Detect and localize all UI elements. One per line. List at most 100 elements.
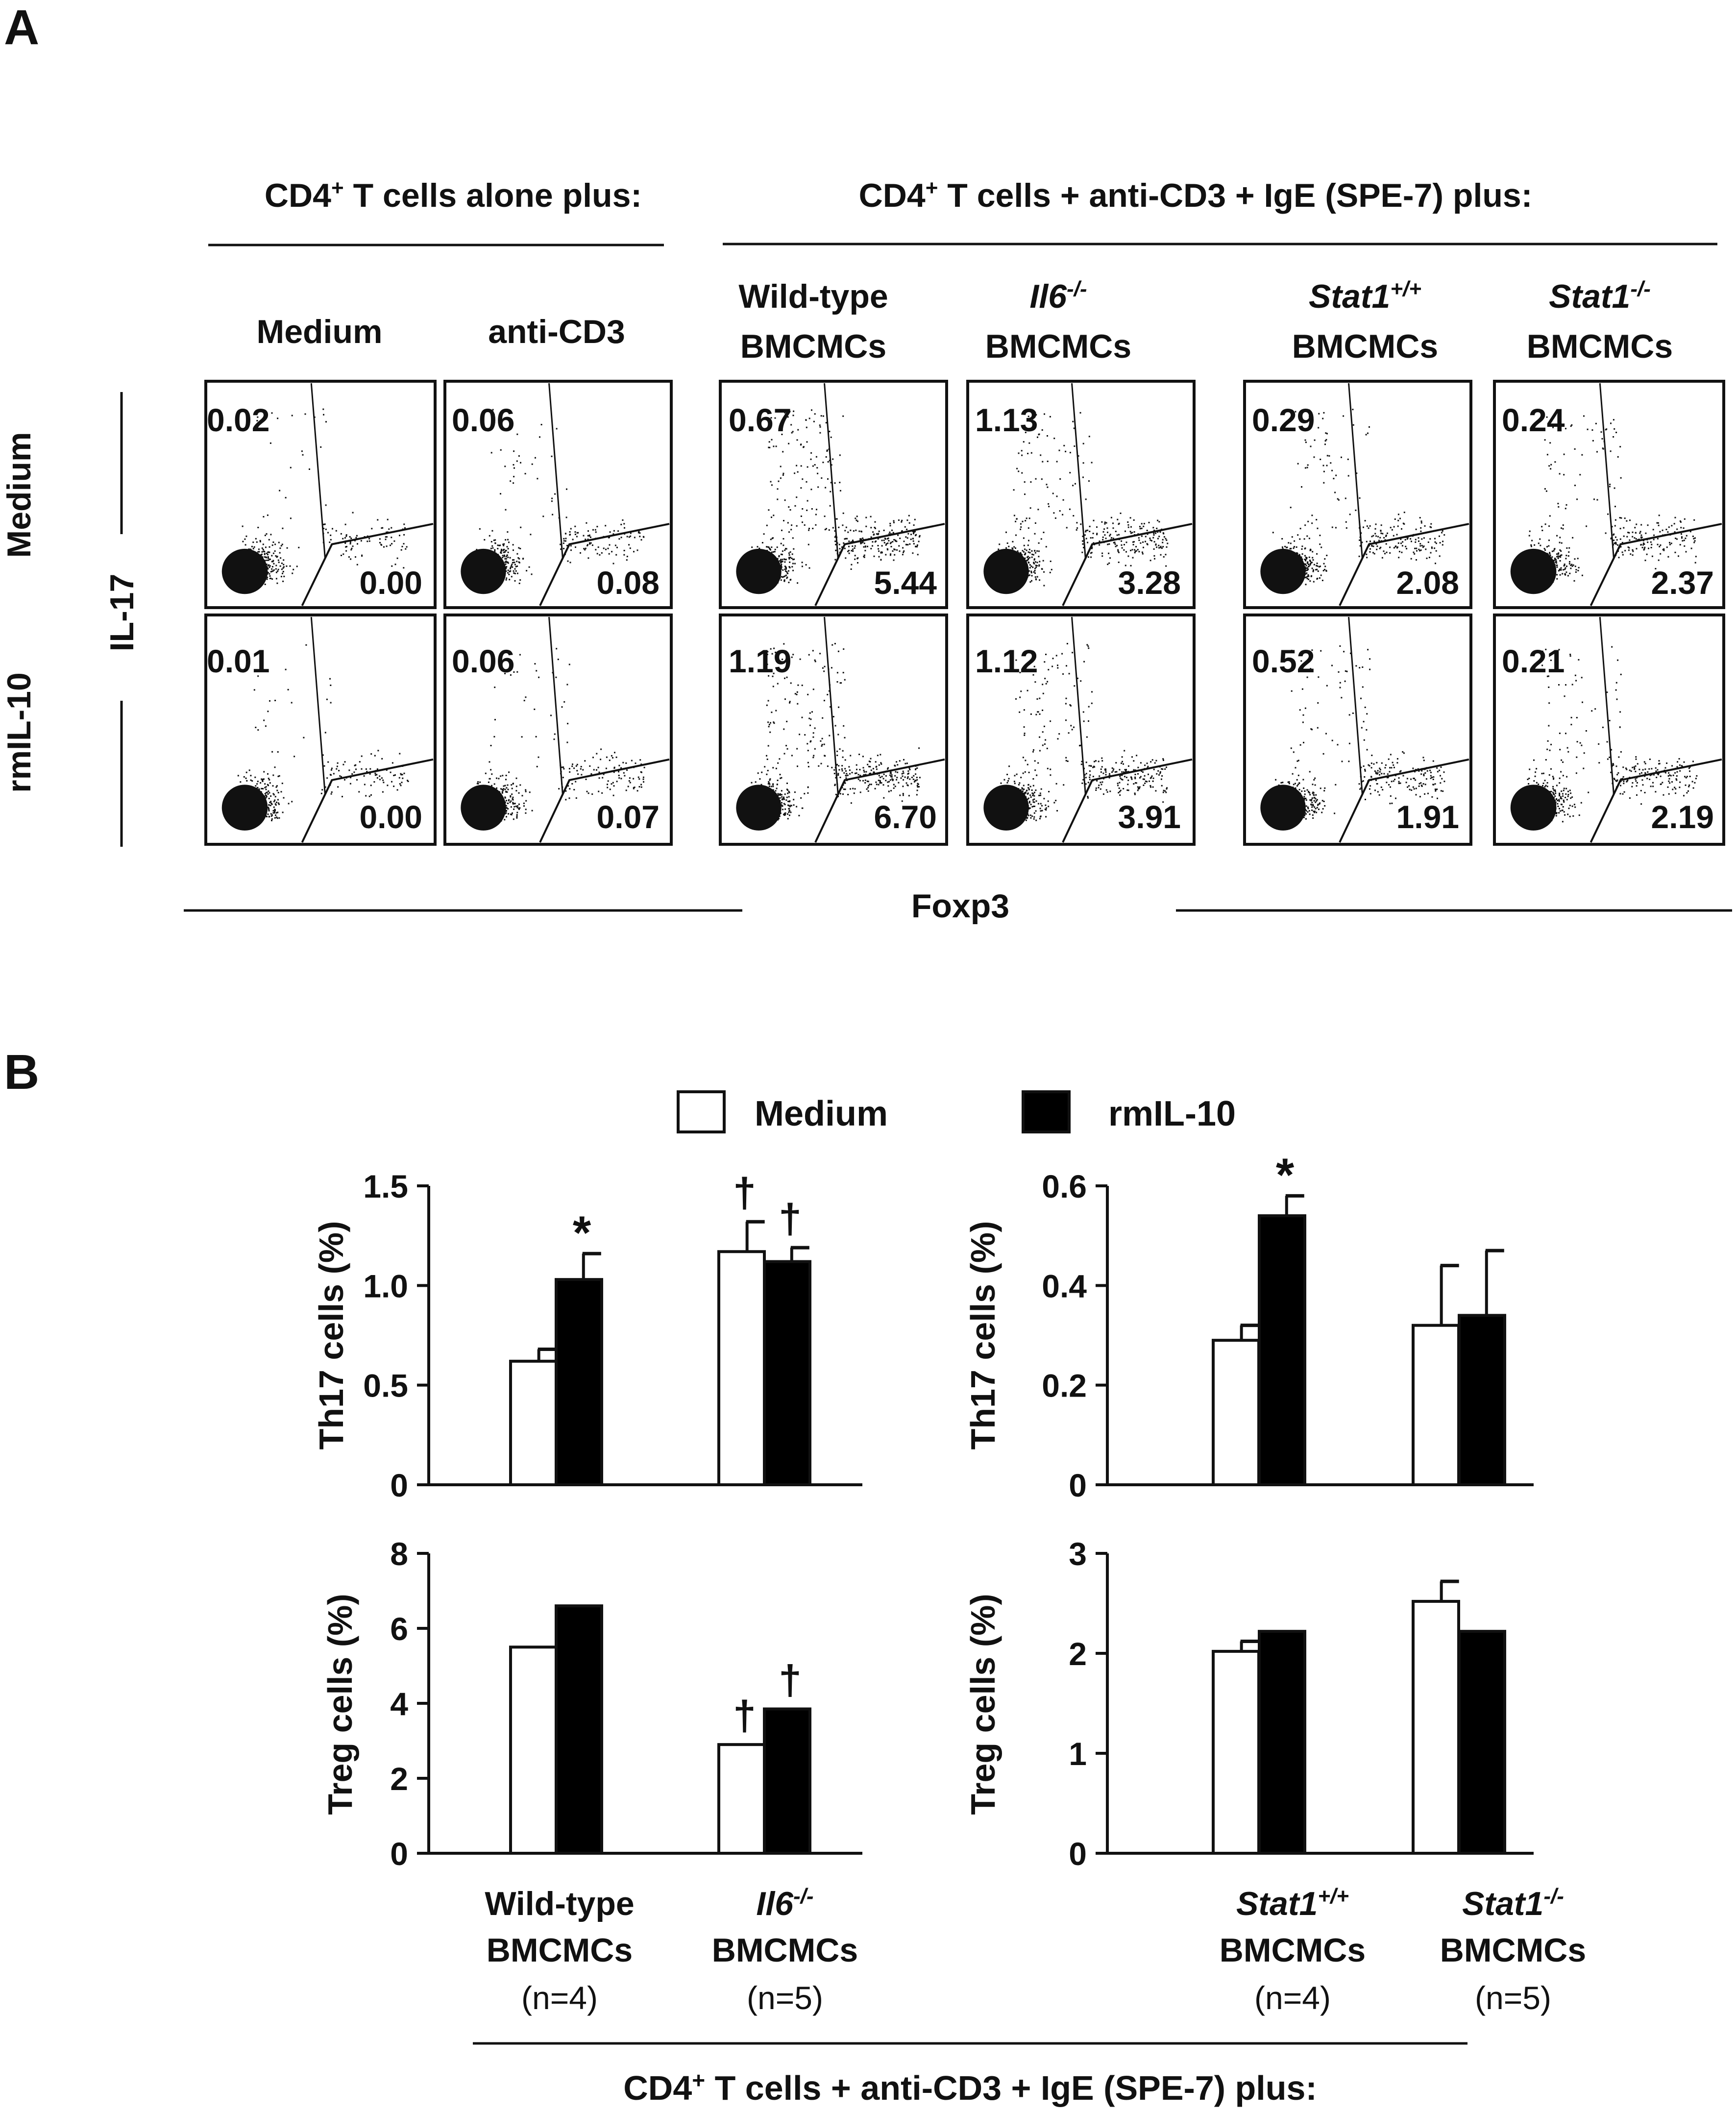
dot-core-rmil10-wt (736, 785, 782, 831)
gate-il17-medium-medium (310, 383, 326, 558)
flow-plots (204, 380, 1725, 846)
chart-3-bar-0-0 (1212, 1649, 1260, 1855)
gate-foxp3-medium-anticd3 (539, 523, 670, 606)
chart-3-bar-1-1 (1458, 1630, 1506, 1855)
chart-1-bar-0-0 (1212, 1339, 1260, 1487)
chart-2-y-label: Treg cells (%) (321, 1594, 359, 1815)
value-rmil10-wt-il17: 1.19 (729, 643, 791, 679)
gate-il17-rmil10-medium (310, 616, 326, 794)
group-label-stat1wt-line1: Stat1+/+ (1236, 1884, 1349, 1922)
chart-3-tick-label-1: 1 (1069, 1736, 1087, 1772)
gate-il17-rmil10-stat1wt (1348, 616, 1363, 794)
value-medium-stat1ko-il17: 0.24 (1502, 402, 1565, 438)
chart-1-tick-label-2: 0.4 (1042, 1268, 1087, 1304)
gate-foxp3-rmil10-stat1ko (1589, 758, 1722, 843)
chart-0-bar-0-1-significance-mark: * (573, 1206, 591, 1259)
chart-3-y-label: Treg cells (%) (964, 1594, 1002, 1815)
chart-2-bar-1-0-significance-mark: † (733, 1693, 756, 1739)
dot-core-rmil10-medium (221, 785, 268, 831)
chart-0-bar-0-0 (509, 1359, 558, 1487)
value-medium-stat1wt-foxp3: 2.08 (1396, 565, 1459, 601)
foxp3-axis-label: Foxp3 (911, 887, 1009, 925)
panel-a-label: A (4, 0, 39, 55)
group-label-stat1ko-line2: BMCMCs (1440, 1932, 1586, 1969)
col-header-il6-line2: BMCMCs (985, 328, 1131, 365)
value-rmil10-il6-il17: 1.12 (975, 643, 1038, 679)
gate-foxp3-medium-il6 (1062, 523, 1193, 606)
chart-1-tick-label-0: 0 (1069, 1467, 1087, 1503)
gate-foxp3-medium-wt (814, 523, 945, 606)
gate-il17-medium-anticd3 (548, 383, 563, 558)
row-label-medium: Medium (0, 432, 38, 558)
col-header-stat1ko-line2: BMCMCs (1527, 328, 1673, 365)
value-medium-il6-foxp3: 3.28 (1118, 565, 1181, 601)
dot-core-rmil10-stat1wt (1260, 785, 1306, 831)
chart-1-tick-label-3: 0.6 (1042, 1168, 1087, 1204)
value-rmil10-stat1ko-il17: 0.21 (1502, 643, 1565, 679)
dot-cloud-rmil10-il6 (999, 643, 1168, 822)
chart-0-tick-label-2: 1.0 (363, 1268, 408, 1304)
dot-core-rmil10-anticd3 (461, 785, 506, 831)
dot-core-medium-medium (221, 548, 268, 594)
chart-2-tick-label-3: 6 (390, 1611, 408, 1647)
gate-il17-medium-stat1wt (1348, 383, 1363, 558)
dot-core-rmil10-il6 (983, 785, 1029, 831)
group-label-stat1wt-n: (n=4) (1254, 1980, 1331, 2016)
gate-il17-rmil10-il6 (1071, 616, 1086, 794)
chart-2-tick-label-0: 0 (390, 1836, 408, 1872)
col-header-anti-cd3: anti-CD3 (488, 313, 625, 350)
chart-2-bar-1-0 (717, 1743, 766, 1855)
chart-0-tick-label-3: 1.5 (363, 1168, 408, 1204)
value-rmil10-medium-foxp3: 0.00 (360, 799, 422, 835)
chart-3-tick-label-0: 0 (1069, 1836, 1087, 1872)
il17-axis-label: IL-17 (103, 574, 141, 652)
value-medium-stat1ko-foxp3: 2.37 (1651, 565, 1714, 601)
col-header-stat1wt-line2: BMCMCs (1292, 328, 1438, 365)
value-rmil10-stat1ko-foxp3: 2.19 (1651, 799, 1714, 835)
chart-1-tick-label-1: 0.2 (1042, 1368, 1087, 1404)
chart-1-bar-0-1-significance-mark: * (1276, 1149, 1295, 1201)
chart-0-bar-1-0 (717, 1250, 766, 1486)
value-medium-medium-foxp3: 0.00 (360, 565, 422, 601)
gate-il17-rmil10-stat1ko (1599, 616, 1614, 794)
gate-il17-rmil10-anticd3 (548, 616, 563, 794)
chart-2-bar-1-1-significance-mark: † (779, 1657, 802, 1703)
value-medium-medium-il17: 0.02 (207, 402, 269, 438)
group-label-stat1ko-line1: Stat1-/- (1462, 1884, 1564, 1922)
value-medium-il6-il17: 1.13 (975, 402, 1038, 438)
legend-label-medium: Medium (755, 1094, 888, 1133)
dot-core-medium-wt (736, 548, 782, 594)
dot-cloud-rmil10-anticd3 (474, 648, 645, 822)
group-label-stat1ko-n: (n=5) (1475, 1980, 1551, 2016)
group-label-il6-n: (n=5) (747, 1980, 823, 2016)
group-label-stat1wt-line2: BMCMCs (1220, 1932, 1366, 1969)
gate-foxp3-rmil10-medium (301, 758, 434, 843)
chart-2-tick-label-4: 8 (390, 1536, 408, 1572)
value-rmil10-anticd3-il17: 0.06 (452, 643, 514, 679)
chart-2-bar-0-0 (509, 1645, 558, 1855)
chart-0-bar-0-1 (555, 1278, 603, 1486)
gate-foxp3-medium-stat1ko (1589, 523, 1722, 606)
gate-foxp3-rmil10-wt (814, 758, 945, 843)
chart-3-bar-0-1 (1258, 1630, 1306, 1855)
legend-swatch-rmil10 (1022, 1090, 1071, 1133)
gate-foxp3-medium-stat1wt (1339, 523, 1469, 606)
gate-il17-medium-stat1ko (1599, 383, 1614, 558)
chart-1-y-label: Th17 cells (%) (964, 1221, 1002, 1450)
chart-2-bar-1-1 (763, 1707, 811, 1855)
chart-1-bar-1-0 (1412, 1324, 1460, 1487)
chart-2-bar-0-1 (555, 1604, 603, 1855)
legend-swatch-medium (677, 1090, 726, 1133)
chart-0-bar-1-1-significance-mark: † (779, 1196, 802, 1242)
chart-2-tick-label-1: 2 (390, 1761, 408, 1797)
col-header-wt-line2: BMCMCs (740, 328, 886, 365)
chart-0-bar-1-1 (763, 1260, 811, 1487)
col-header-medium: Medium (257, 313, 383, 350)
group-label-wt-n: (n=4) (521, 1980, 598, 2016)
gate-foxp3-rmil10-anticd3 (539, 758, 670, 843)
chart-1-bar-1-1 (1458, 1314, 1506, 1486)
group-label-il6-line2: BMCMCs (712, 1932, 858, 1969)
value-medium-wt-il17: 0.67 (729, 402, 791, 438)
value-rmil10-stat1wt-foxp3: 1.91 (1396, 799, 1459, 835)
dot-core-medium-il6 (983, 548, 1029, 594)
